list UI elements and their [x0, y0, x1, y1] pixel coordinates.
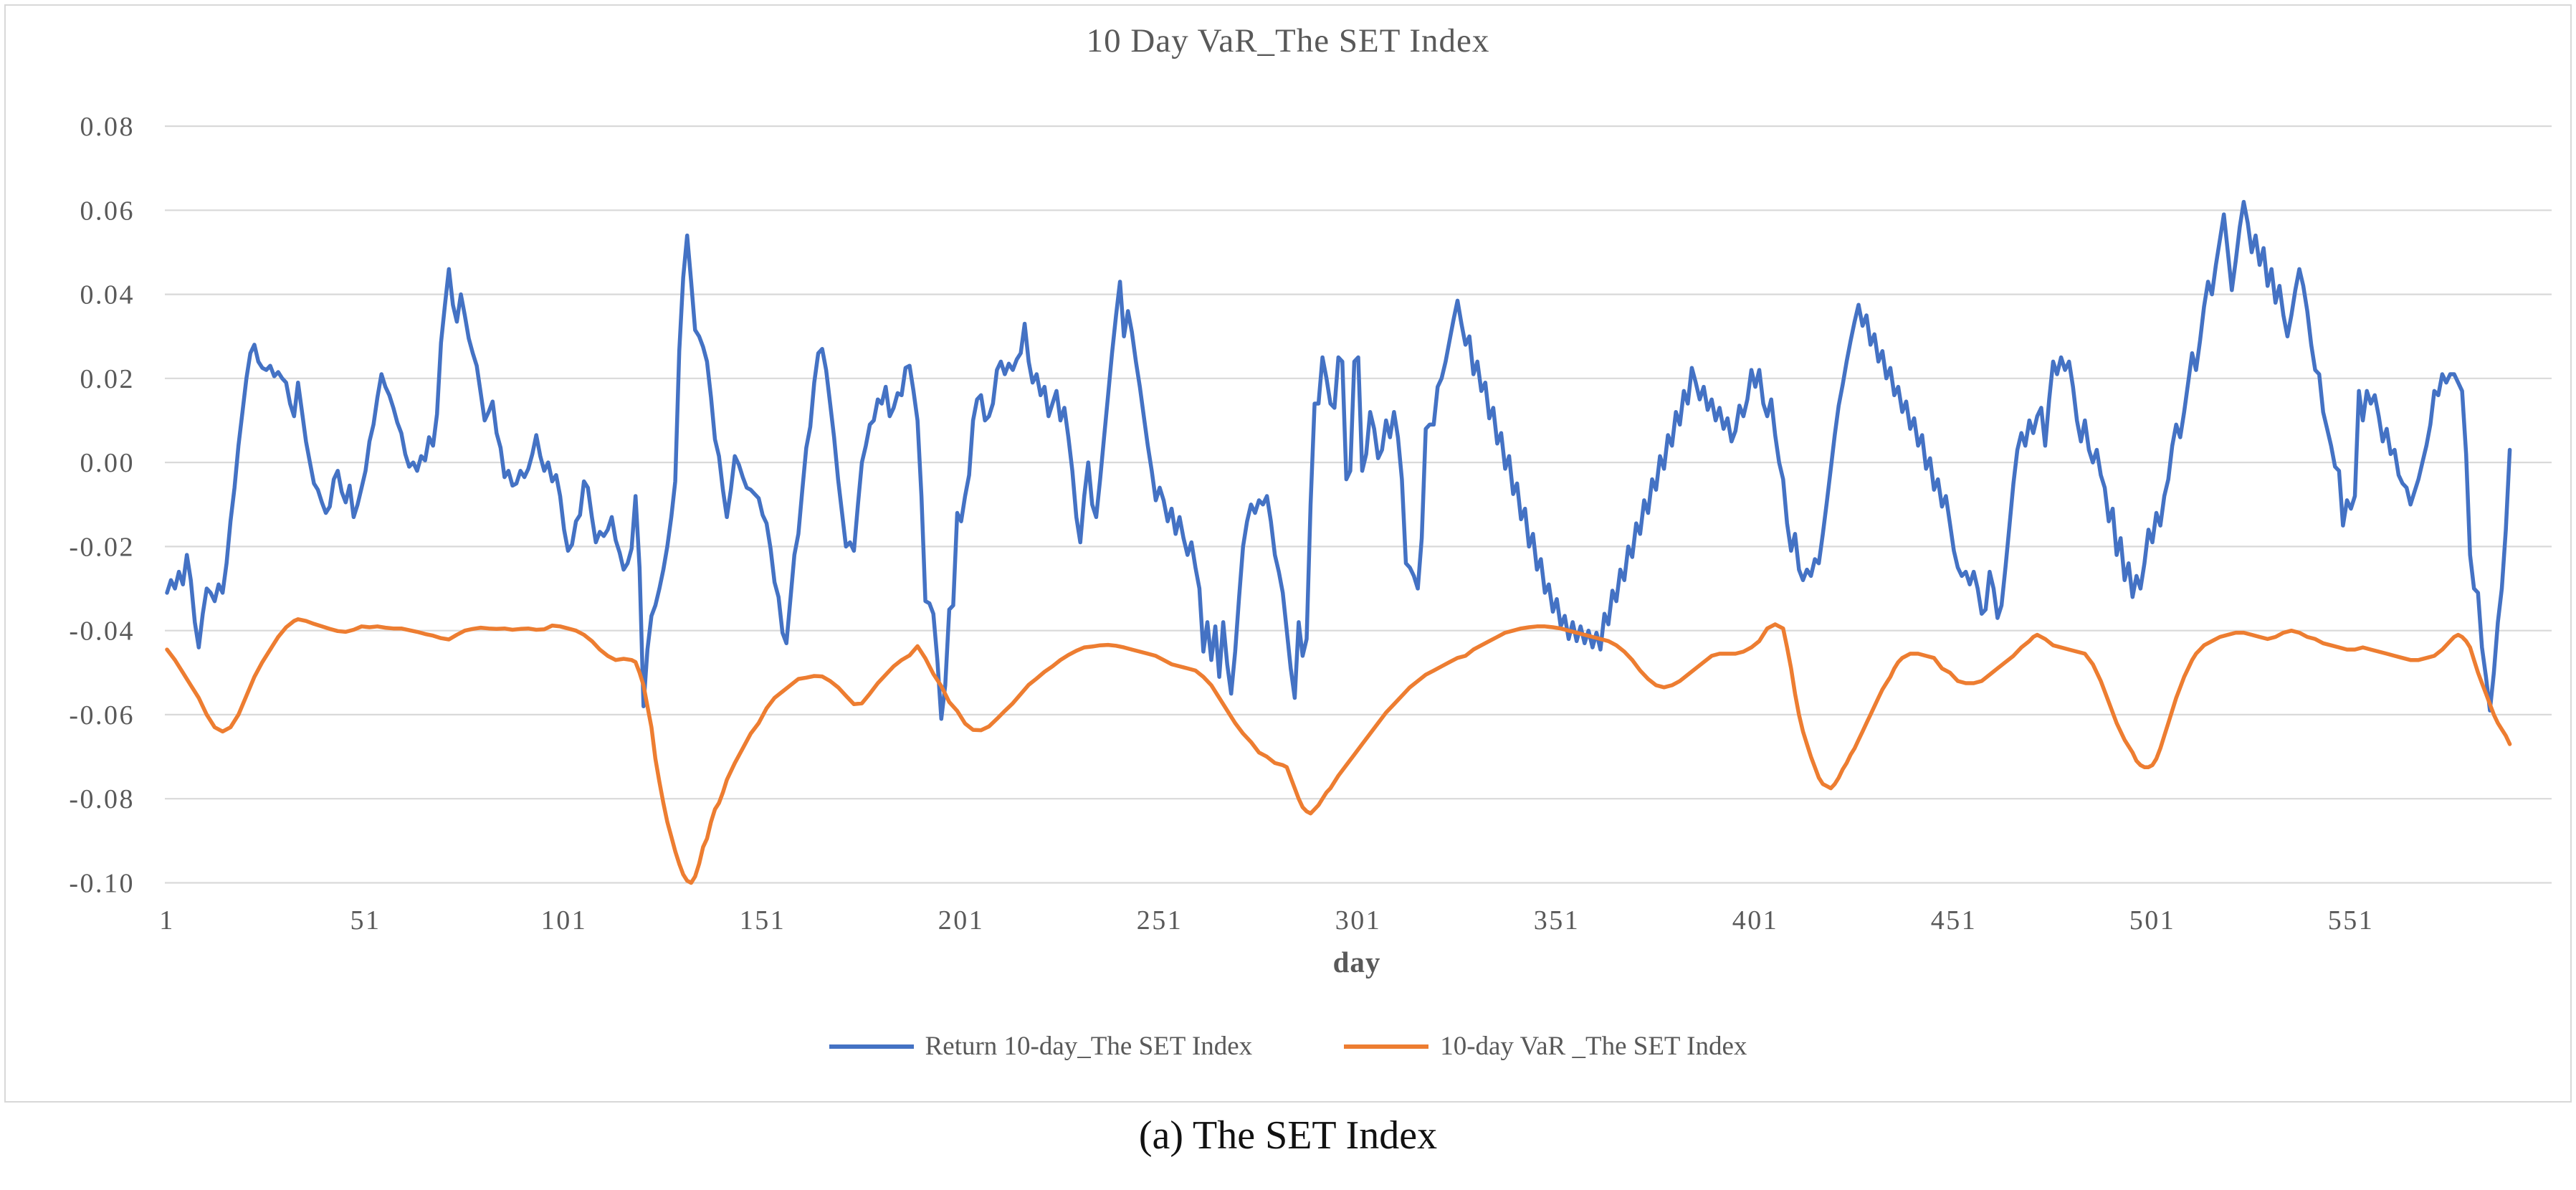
figure-caption: (a) The SET Index — [1138, 1113, 1438, 1158]
y-tick-label: -0.10 — [69, 869, 135, 899]
y-tick-label: -0.06 — [69, 700, 135, 730]
y-tick-label: -0.04 — [69, 617, 135, 647]
return-series-line — [165, 199, 2512, 721]
x-tick-label: 1 — [159, 905, 175, 936]
x-tick-label: 251 — [1137, 905, 1183, 936]
legend-item-var: 10-day VaR _The SET Index — [1344, 1031, 1747, 1062]
y-tick-label: -0.02 — [69, 532, 135, 562]
x-tick-label: 101 — [541, 905, 588, 936]
legend-line-swatch-var — [1344, 1044, 1429, 1049]
x-tick-label: 451 — [1931, 905, 1978, 936]
x-tick-label: 501 — [2129, 905, 2176, 936]
chart-title: 10 Day VaR_The SET Index — [1086, 22, 1490, 60]
legend: Return 10-day_The SET Index 10-day VaR _… — [0, 1031, 2576, 1062]
legend-line-swatch-return — [829, 1044, 914, 1049]
legend-label-var: 10-day VaR _The SET Index — [1440, 1032, 1747, 1061]
x-tick-label: 401 — [1732, 905, 1779, 936]
x-axis-title: day — [1332, 946, 1381, 979]
y-tick-label: -0.08 — [69, 784, 135, 814]
legend-label-return: Return 10-day_The SET Index — [925, 1032, 1253, 1061]
y-tick-label: 0.04 — [80, 280, 135, 310]
y-tick-label: 0.02 — [80, 364, 135, 394]
x-tick-label: 201 — [938, 905, 985, 936]
x-tick-label: 351 — [1534, 905, 1580, 936]
x-tick-label: 51 — [350, 905, 381, 936]
y-tick-label: 0.06 — [80, 196, 135, 226]
x-tick-label: 301 — [1335, 905, 1382, 936]
y-tick-label: 0.00 — [80, 448, 135, 478]
var-series-line — [165, 617, 2512, 885]
y-tick-label: 0.08 — [80, 112, 135, 142]
legend-item-return: Return 10-day_The SET Index — [829, 1031, 1253, 1062]
x-tick-label: 151 — [740, 905, 786, 936]
x-tick-label: 551 — [2328, 905, 2375, 936]
